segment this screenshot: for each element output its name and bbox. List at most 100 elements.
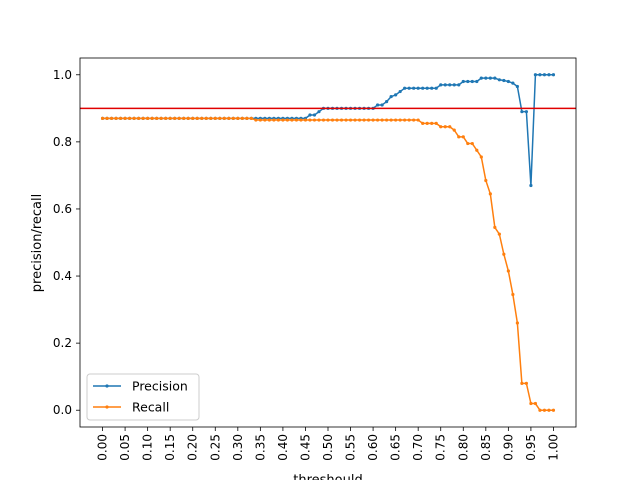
data-point-recall xyxy=(182,116,186,120)
data-point-precision xyxy=(511,81,515,85)
data-point-recall xyxy=(164,116,168,120)
data-point-recall xyxy=(263,118,267,122)
x-tick-label: 0.75 xyxy=(434,434,448,461)
x-tick-label: 0.95 xyxy=(524,434,538,461)
data-point-recall xyxy=(245,116,249,120)
data-point-precision xyxy=(385,100,389,104)
data-point-recall xyxy=(434,121,438,126)
data-point-precision xyxy=(317,110,321,114)
data-point-precision xyxy=(502,78,506,83)
data-point-recall xyxy=(443,125,447,129)
data-point-recall xyxy=(222,116,226,120)
data-point-recall xyxy=(191,116,195,120)
legend-label-precision: Precision xyxy=(132,379,188,394)
data-point-precision xyxy=(412,86,416,90)
data-point-recall xyxy=(218,116,222,120)
x-tick-label: 0.70 xyxy=(411,434,425,461)
plot-area xyxy=(80,73,576,412)
data-point-recall xyxy=(330,118,335,122)
y-axis-label: precision/recall xyxy=(30,194,45,292)
data-point-recall xyxy=(195,116,199,120)
data-point-recall xyxy=(366,118,371,122)
data-point-recall xyxy=(227,116,231,120)
data-point-recall xyxy=(475,148,479,152)
data-point-precision xyxy=(506,79,510,84)
data-point-precision xyxy=(479,76,483,80)
data-point-recall xyxy=(155,116,159,120)
y-tick-label: 1.0 xyxy=(53,68,72,82)
x-axis-label: threshould xyxy=(293,473,362,480)
data-point-precision xyxy=(466,79,470,84)
data-point-recall xyxy=(425,121,429,126)
x-tick-label: 0.15 xyxy=(163,434,177,461)
y-tick-label: 0.6 xyxy=(53,202,72,216)
data-point-precision xyxy=(312,113,317,117)
x-tick-label: 0.05 xyxy=(118,434,132,461)
data-point-recall xyxy=(497,232,501,236)
data-point-recall xyxy=(389,118,393,122)
data-point-recall xyxy=(412,118,416,122)
data-point-recall xyxy=(177,116,181,120)
data-point-recall xyxy=(168,116,172,120)
data-point-recall xyxy=(484,178,488,183)
data-point-recall xyxy=(515,321,519,325)
data-point-recall xyxy=(114,116,118,120)
data-point-recall xyxy=(100,116,105,120)
data-point-precision xyxy=(376,103,380,107)
data-point-recall xyxy=(511,292,515,297)
data-point-precision xyxy=(443,83,447,87)
data-point-recall xyxy=(421,121,425,126)
data-point-recall xyxy=(254,118,258,122)
x-tick-label: 0.50 xyxy=(321,434,335,461)
y-tick-label: 0.4 xyxy=(53,269,72,283)
data-point-recall xyxy=(109,116,114,120)
x-tick-label: 0.65 xyxy=(389,434,403,461)
data-point-recall xyxy=(339,118,344,122)
data-point-recall xyxy=(204,116,208,120)
data-point-recall xyxy=(285,118,290,122)
x-tick-label: 0.20 xyxy=(186,434,200,461)
data-point-precision xyxy=(529,183,533,188)
data-point-recall xyxy=(209,116,213,120)
data-point-recall xyxy=(317,118,321,122)
data-point-recall xyxy=(398,118,402,122)
data-point-precision xyxy=(533,73,538,77)
data-point-recall xyxy=(290,118,294,122)
data-point-precision xyxy=(457,83,461,87)
data-point-recall xyxy=(533,401,538,406)
data-point-precision xyxy=(551,73,556,77)
data-point-recall xyxy=(173,116,177,120)
data-point-recall xyxy=(236,116,240,120)
data-point-recall xyxy=(213,116,217,120)
legend: Precision Recall xyxy=(86,373,200,421)
data-point-recall xyxy=(303,118,308,122)
data-point-precision xyxy=(394,93,398,97)
data-point-recall xyxy=(466,141,470,146)
data-point-precision xyxy=(398,89,402,94)
data-point-recall xyxy=(538,408,542,412)
data-point-recall xyxy=(294,118,299,122)
data-point-recall xyxy=(380,118,384,122)
data-point-precision xyxy=(515,84,519,89)
data-point-recall xyxy=(186,116,190,120)
data-point-recall xyxy=(362,118,366,122)
data-point-precision xyxy=(430,86,434,90)
data-point-recall xyxy=(123,116,127,120)
data-point-precision xyxy=(547,73,551,77)
y-tick-label: 0.0 xyxy=(53,403,72,417)
data-point-recall xyxy=(258,118,262,122)
data-point-recall xyxy=(551,408,556,412)
data-point-recall xyxy=(105,116,109,120)
data-point-recall xyxy=(231,116,235,120)
data-point-recall xyxy=(448,125,452,129)
x-tick-label: 0.45 xyxy=(298,434,312,461)
data-point-recall xyxy=(479,155,483,159)
data-point-recall xyxy=(299,118,303,122)
data-point-recall xyxy=(281,118,285,122)
data-point-recall xyxy=(132,116,136,120)
data-point-recall xyxy=(150,116,154,120)
legend-label-recall: Recall xyxy=(132,400,169,415)
data-point-recall xyxy=(407,118,411,122)
x-tick-label: 0.10 xyxy=(141,434,155,461)
data-point-precision xyxy=(448,83,452,87)
